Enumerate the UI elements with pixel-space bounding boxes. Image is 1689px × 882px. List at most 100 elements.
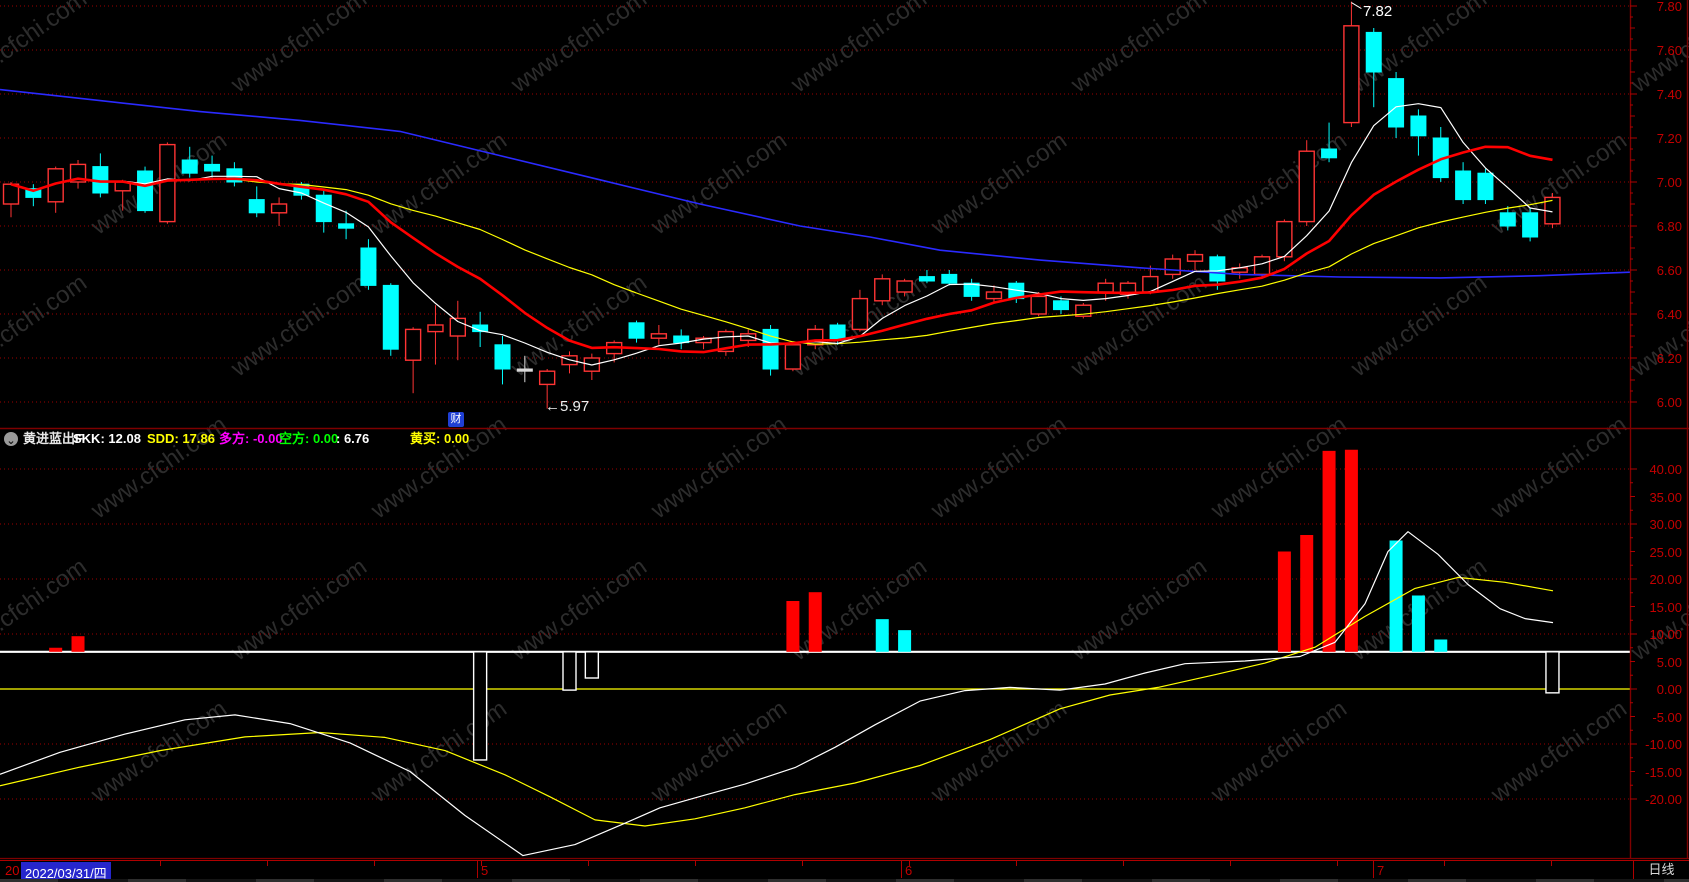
candle[interactable]	[226, 162, 243, 187]
candle[interactable]	[1499, 206, 1516, 231]
candle[interactable]	[404, 327, 422, 394]
candle[interactable]	[1209, 254, 1226, 290]
candle-body-up	[270, 203, 288, 214]
indicator-bar-hollow[interactable]	[562, 651, 577, 691]
candle[interactable]	[1455, 162, 1472, 204]
scrollbar-strip[interactable]	[0, 879, 1689, 882]
candle-body-up	[2, 183, 20, 205]
candle[interactable]	[1365, 28, 1382, 108]
candle[interactable]	[807, 325, 824, 350]
indicator-bar-red[interactable]	[49, 647, 63, 652]
indicator-bar-hollow[interactable]	[472, 651, 488, 761]
indicator-bar-hollow[interactable]	[584, 651, 600, 679]
candle-body-up	[874, 278, 891, 302]
candle[interactable]	[137, 166, 154, 213]
indicator-bar-red[interactable]	[1300, 535, 1314, 652]
candle[interactable]	[270, 197, 288, 226]
indicator-bar-red[interactable]	[808, 592, 822, 652]
candle[interactable]	[941, 270, 958, 286]
candle[interactable]	[360, 239, 377, 290]
candle[interactable]	[47, 166, 64, 213]
candle[interactable]	[25, 184, 42, 207]
candle[interactable]	[874, 274, 891, 306]
candle[interactable]	[1186, 250, 1204, 270]
candle[interactable]	[1298, 140, 1315, 226]
candle[interactable]	[628, 320, 645, 343]
candle-body-down	[25, 188, 42, 198]
candle[interactable]	[717, 329, 735, 356]
candle[interactable]	[494, 336, 511, 385]
candle[interactable]	[427, 305, 444, 365]
candle[interactable]	[583, 353, 601, 380]
indicator-bar-hollow[interactable]	[1545, 651, 1560, 694]
indicator-bar-red[interactable]	[1322, 450, 1336, 652]
candle-body-up	[851, 297, 869, 331]
candle[interactable]	[1544, 193, 1561, 229]
candle[interactable]	[1432, 127, 1449, 182]
candle[interactable]	[1142, 265, 1159, 295]
indicator-bar-red[interactable]	[71, 636, 85, 652]
candle[interactable]	[1075, 303, 1092, 319]
candle[interactable]	[472, 311, 489, 347]
candle[interactable]	[1321, 122, 1338, 163]
candle[interactable]	[762, 325, 779, 376]
indicator-panel[interactable]	[0, 449, 1630, 857]
indicator-axis-label: 15.00	[1649, 599, 1682, 615]
scrollbar-segment	[1152, 879, 1210, 882]
candle[interactable]	[181, 146, 198, 178]
month-label: 7	[1377, 863, 1385, 878]
candle[interactable]	[248, 186, 265, 218]
candle[interactable]	[673, 329, 690, 350]
candle[interactable]	[204, 155, 221, 178]
period-selector[interactable]: 日线	[1633, 861, 1689, 879]
indicator-bar-red[interactable]	[786, 601, 800, 652]
candle[interactable]	[92, 153, 109, 198]
indicator-bar-cyan[interactable]	[1389, 540, 1403, 652]
candle[interactable]	[784, 342, 802, 372]
selected-date[interactable]: 2022/03/31/四	[21, 862, 111, 882]
price-axis-label: 6.60	[1656, 263, 1682, 278]
candle[interactable]	[338, 210, 355, 240]
price-axis-label: 6.40	[1656, 307, 1682, 322]
candle[interactable]	[315, 190, 332, 233]
candle[interactable]	[605, 340, 623, 363]
candle[interactable]	[1522, 208, 1539, 242]
candle[interactable]	[114, 179, 131, 211]
indicator-bar-cyan[interactable]	[875, 619, 889, 652]
cai-news-badge-icon[interactable]: 财	[448, 412, 464, 427]
candle[interactable]	[382, 283, 399, 356]
candle-body-down	[1410, 115, 1427, 137]
candle[interactable]	[896, 278, 913, 297]
candle[interactable]	[1276, 219, 1293, 262]
candle[interactable]	[516, 355, 533, 383]
main-chart-panel[interactable]	[0, 1, 1631, 409]
candle[interactable]	[918, 270, 935, 284]
indicator-axis-label: 40.00	[1649, 462, 1682, 477]
candle[interactable]	[561, 351, 578, 374]
candle[interactable]	[963, 278, 980, 301]
candle[interactable]	[851, 289, 869, 332]
indicator-bar-cyan[interactable]	[1411, 595, 1425, 652]
candle[interactable]	[69, 160, 87, 189]
candle[interactable]	[1164, 254, 1181, 279]
candle[interactable]	[449, 300, 466, 361]
candle[interactable]	[1410, 109, 1427, 156]
candle[interactable]	[1231, 263, 1248, 279]
candle[interactable]	[1477, 168, 1494, 204]
candle[interactable]	[1343, 1, 1360, 127]
chevron-down-circle-icon[interactable]: ⌄	[4, 432, 18, 447]
indicator-bar-cyan[interactable]	[1434, 639, 1448, 652]
candle[interactable]	[1388, 72, 1405, 138]
candle[interactable]	[538, 369, 556, 409]
indicator-bar-red[interactable]	[1277, 551, 1291, 652]
indicator-name[interactable]: 黄进蓝出F	[23, 431, 83, 446]
duofang-value: 多方: -0.00	[219, 431, 283, 446]
price-axis-label: 7.00	[1656, 175, 1682, 190]
indicator-bar-cyan[interactable]	[898, 630, 912, 652]
candle[interactable]	[2, 182, 20, 218]
candle[interactable]	[650, 325, 668, 345]
candle[interactable]	[985, 285, 1003, 303]
indicator-bar-red[interactable]	[1344, 449, 1358, 652]
month-label: 5	[481, 863, 489, 878]
